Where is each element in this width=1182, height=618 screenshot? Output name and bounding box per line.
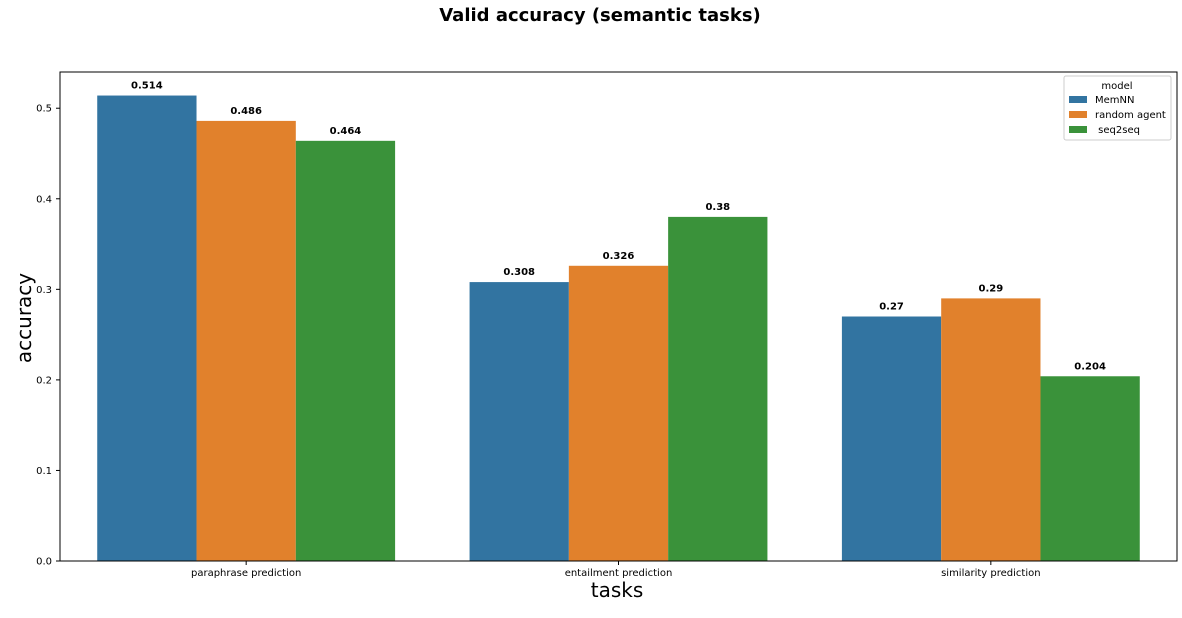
data-label: 0.29 <box>978 283 1003 294</box>
x-tick-label: similarity prediction <box>941 568 1041 579</box>
y-tick-label: 0.2 <box>36 375 52 386</box>
y-tick-label: 0.0 <box>36 557 52 568</box>
legend-entry: random agent <box>1095 110 1166 121</box>
bar <box>568 265 669 561</box>
bar <box>668 216 768 561</box>
bar <box>295 140 396 561</box>
data-label: 0.308 <box>503 267 535 278</box>
y-tick-label: 0.5 <box>36 104 52 115</box>
y-tick-label: 0.3 <box>36 285 52 296</box>
data-label: 0.38 <box>705 202 730 213</box>
data-label: 0.486 <box>230 106 262 117</box>
bar <box>469 282 569 561</box>
legend-entry: MemNN <box>1095 95 1134 106</box>
data-label: 0.326 <box>603 251 635 262</box>
bar <box>941 298 1041 561</box>
bar <box>841 316 942 561</box>
x-tick-label: paraphrase prediction <box>191 568 301 579</box>
chart-title: Valid accuracy (semantic tasks) <box>439 5 761 26</box>
x-tick-label: entailment prediction <box>565 568 673 579</box>
legend-box <box>1063 75 1172 141</box>
y-tick-label: 0.1 <box>36 466 52 477</box>
legend-swatch <box>1069 96 1087 103</box>
y-tick-label: 0.4 <box>36 194 52 205</box>
plot-area: 0.514 0.308 0.27 0.486 0.326 0.29 0.464 0.38 0.2… <box>36 71 1178 579</box>
bar <box>1040 376 1140 561</box>
bar <box>196 120 296 562</box>
legend: model MemNN random agent seq2seq <box>1063 75 1172 141</box>
legend-swatch <box>1069 126 1087 133</box>
data-label: 0.464 <box>330 126 362 137</box>
legend-entry: seq2seq <box>1095 125 1140 136</box>
x-axis-label: tasks <box>591 578 644 602</box>
y-axis-label: accuracy <box>12 273 36 363</box>
data-label: 0.514 <box>131 81 163 92</box>
legend-swatch <box>1069 111 1087 118</box>
data-label: 0.204 <box>1074 361 1106 372</box>
data-label: 0.27 <box>879 302 904 313</box>
bar <box>97 95 197 561</box>
legend-title: model <box>1101 81 1132 92</box>
